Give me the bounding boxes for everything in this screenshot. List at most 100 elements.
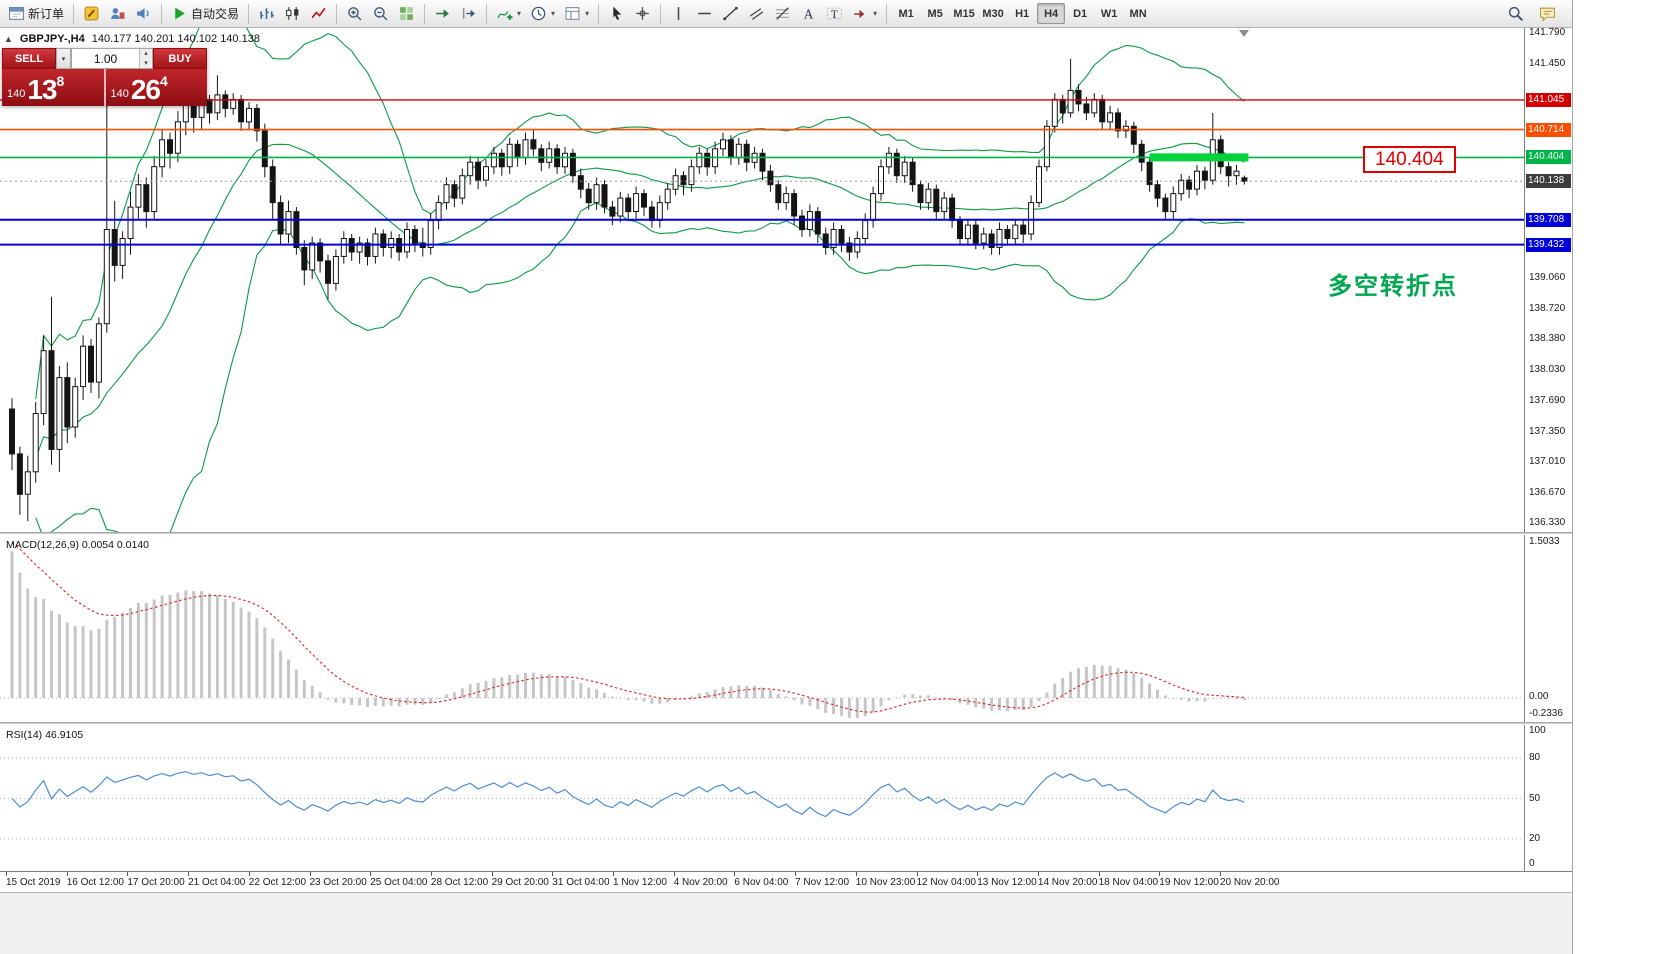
chat-button[interactable] xyxy=(1535,2,1560,25)
timeframe-m5[interactable]: M5 xyxy=(921,3,949,24)
timeframe-d1[interactable]: D1 xyxy=(1066,3,1094,24)
indicators-button[interactable]: ▾ xyxy=(492,2,525,25)
price-axis-label: 138.720 xyxy=(1529,302,1566,314)
crosshair-icon xyxy=(634,5,651,22)
auto-scroll-icon xyxy=(434,5,451,22)
time-axis-tick xyxy=(734,872,736,876)
trendline-button[interactable] xyxy=(718,2,743,25)
time-axis-label: 29 Oct 20:00 xyxy=(491,877,549,888)
fibonacci-button[interactable] xyxy=(770,2,795,25)
toolbar: 新订单 自动交易 ▾ ▾ ▾ A T ▾ M1 M5 M15 M30 H1 H4 D1 W1 MN xyxy=(0,0,1572,28)
time-axis-label: 19 Nov 12:00 xyxy=(1159,877,1219,888)
new-order-button[interactable]: 新订单 xyxy=(4,2,68,25)
tile-windows-button[interactable] xyxy=(394,2,419,25)
macd-plot[interactable]: MACD(12,26,9) 0.0054 0.0140 xyxy=(0,535,1524,722)
bar-chart-button[interactable] xyxy=(254,2,279,25)
auto-scroll-button[interactable] xyxy=(430,2,455,25)
horizontal-line-button[interactable] xyxy=(692,2,717,25)
price-axis-label: 136.670 xyxy=(1529,486,1566,498)
stepper-down-icon[interactable]: ▾ xyxy=(140,58,152,68)
price-axis-label: 141.790 xyxy=(1529,27,1566,38)
periods-button[interactable]: ▾ xyxy=(526,2,559,25)
new-order-button-label: 新订单 xyxy=(28,7,65,21)
price-chart[interactable]: ▲ GBPJPY-,H4 140.177 140.201 140.102 140… xyxy=(0,28,1524,532)
price-badge: 141.045 xyxy=(1526,92,1571,107)
line-chart-button[interactable] xyxy=(306,2,331,25)
buy-price[interactable]: 140 26 4 xyxy=(105,69,207,106)
shapes-button[interactable]: ▾ xyxy=(848,2,881,25)
time-axis-tick xyxy=(188,872,190,876)
volume-input[interactable] xyxy=(72,49,139,68)
time-axis-tick xyxy=(795,872,797,876)
time-axis-tick xyxy=(613,872,614,876)
channel-button[interactable] xyxy=(744,2,769,25)
macd-panel[interactable]: MACD(12,26,9) 0.0054 0.0140 1.5033 0.00 -0… xyxy=(0,535,1572,722)
vertical-line-button[interactable] xyxy=(666,2,691,25)
chart-shift-marker-icon[interactable] xyxy=(1239,30,1249,37)
buy-button[interactable]: BUY xyxy=(153,48,207,69)
chart-ohlc-values: 140.177 140.201 140.102 140.138 xyxy=(91,33,260,45)
zoom-out-button[interactable] xyxy=(368,2,393,25)
macd-label: MACD(12,26,9) 0.0054 0.0140 xyxy=(6,539,150,551)
text-button[interactable]: A xyxy=(796,2,821,25)
alerts-button[interactable] xyxy=(131,2,156,25)
timeframe-h4[interactable]: H4 xyxy=(1037,3,1066,24)
stepper-up-icon[interactable]: ▴ xyxy=(140,49,152,59)
timeframe-w1[interactable]: W1 xyxy=(1095,3,1123,24)
metaeditor-button[interactable] xyxy=(79,2,104,25)
panel-splitter[interactable] xyxy=(0,532,1572,535)
hline-icon xyxy=(696,5,713,22)
search-icon xyxy=(1507,5,1524,22)
rsi-panel[interactable]: RSI(14) 46.9105 100 80 50 20 0 xyxy=(0,725,1572,871)
templates-button[interactable]: ▾ xyxy=(560,2,593,25)
time-axis-label: 12 Nov 04:00 xyxy=(916,877,977,888)
time-axis-tick xyxy=(977,872,979,876)
time-axis-label: 25 Oct 04:00 xyxy=(370,877,428,888)
cursor-button[interactable] xyxy=(604,2,629,25)
timeframe-m1[interactable]: M1 xyxy=(892,3,920,24)
price-callout[interactable]: 140.404 xyxy=(1363,146,1456,173)
one-click-panel-toggle-icon[interactable]: ▲ xyxy=(4,34,13,44)
status-area xyxy=(0,892,1572,954)
tile-icon xyxy=(398,5,415,22)
zoom-in-button[interactable] xyxy=(342,2,367,25)
sell-price-prefix: 140 xyxy=(7,88,26,100)
price-axis[interactable]: 141.790 141.450 139.060 138.720 138.380 138.0… xyxy=(1524,27,1572,532)
price-axis-label: 137.350 xyxy=(1529,425,1566,437)
panel-splitter[interactable] xyxy=(0,722,1572,725)
candlestick-chart-button[interactable] xyxy=(280,2,305,25)
timeframe-m30[interactable]: M30 xyxy=(979,3,1007,24)
candles-layer xyxy=(9,59,1248,522)
timeframe-mn[interactable]: MN xyxy=(1124,3,1152,24)
periods-icon xyxy=(530,5,547,22)
timeframe-m15[interactable]: M15 xyxy=(950,3,978,24)
horizontal-line-objects[interactable] xyxy=(0,99,1524,246)
profiles-button[interactable] xyxy=(105,2,130,25)
sell-price[interactable]: 140 13 8 xyxy=(2,69,106,106)
timeframe-h1[interactable]: H1 xyxy=(1008,3,1036,24)
crosshair-button[interactable] xyxy=(630,2,655,25)
autotrading-button[interactable]: 自动交易 xyxy=(167,2,243,25)
time-axis-tick xyxy=(1098,872,1100,876)
sell-button[interactable]: SELL xyxy=(2,48,56,69)
search-button[interactable] xyxy=(1503,2,1528,25)
metaeditor-icon xyxy=(83,5,100,22)
time-axis-label: 1 Nov 12:00 xyxy=(613,877,667,888)
time-axis-label: 7 Nov 12:00 xyxy=(795,877,850,888)
time-axis-label: 13 Nov 12:00 xyxy=(977,877,1037,888)
time-axis-label: 17 Oct 20:00 xyxy=(127,877,185,888)
time-axis-tick xyxy=(127,872,129,876)
label-icon: T xyxy=(826,5,843,22)
svg-text:A: A xyxy=(804,6,814,21)
macd-axis[interactable]: 1.5033 0.00 -0.2336 xyxy=(1524,535,1572,722)
chart-region: ▲ GBPJPY-,H4 140.177 140.201 140.102 140… xyxy=(0,27,1572,532)
label-button[interactable]: T xyxy=(822,2,847,25)
chat-icon xyxy=(1539,5,1556,22)
chart-shift-button[interactable] xyxy=(456,2,481,25)
order-type-dropdown[interactable]: ▾ xyxy=(56,48,71,69)
rsi-plot[interactable]: RSI(14) 46.9105 xyxy=(0,725,1524,871)
rsi-axis[interactable]: 100 80 50 20 0 xyxy=(1524,725,1572,871)
time-axis[interactable]: 15 Oct 2019 16 Oct 12:00 17 Oct 20:00 21 Oc… xyxy=(0,871,1572,892)
trendline-icon xyxy=(722,5,739,22)
turning-point-annotation[interactable]: 多空转折点 xyxy=(1328,273,1458,300)
